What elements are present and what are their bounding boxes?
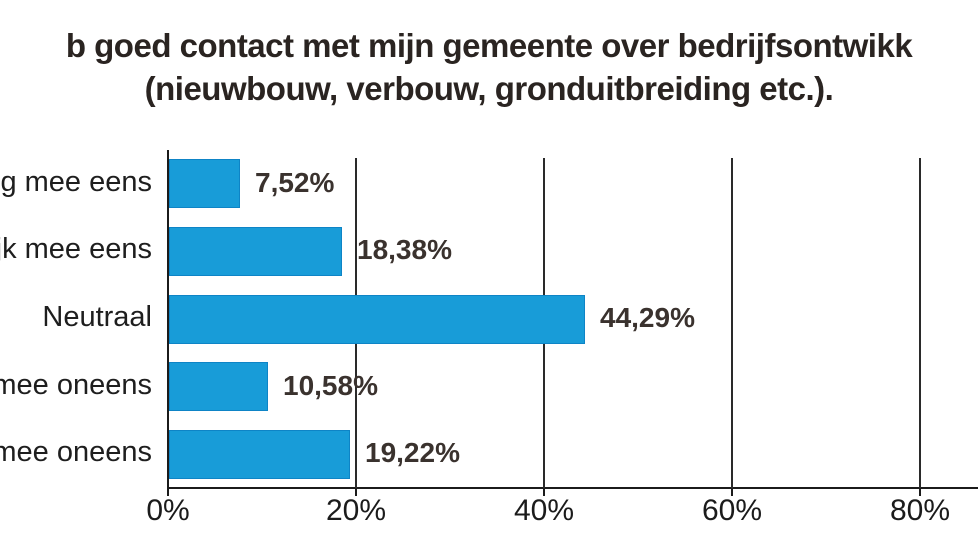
x-tick-label-20%: 20% <box>325 494 387 527</box>
x-axis-line <box>167 487 978 489</box>
value-label-2: 44,29% <box>600 302 695 333</box>
chart-title: b goed contact met mijn gemeente over be… <box>65 27 913 64</box>
x-axis-tick <box>919 488 921 496</box>
value-label-1: 18,38% <box>357 234 452 266</box>
x-tick-label-40%: 40% <box>513 494 575 527</box>
category-label-1: jk mee eens <box>0 233 152 266</box>
category-label-0: ig mee eens <box>0 165 152 198</box>
chart-title-block: b goed contact met mijn gemeente over be… <box>0 24 978 110</box>
category-label-3: mee oneens <box>0 368 152 401</box>
x-axis-tick <box>543 488 545 496</box>
gridline-60% <box>731 158 733 488</box>
x-axis-tick <box>355 488 357 496</box>
bar-row-1 <box>169 226 342 276</box>
category-label-4: mee oneens <box>0 436 152 469</box>
value-label-3: 10,58% <box>283 369 378 401</box>
x-axis-tick <box>731 488 733 496</box>
x-tick-label-60%: 60% <box>701 494 763 527</box>
x-tick-label-80%: 80% <box>889 494 951 527</box>
value-label-0: 7,52% <box>255 166 335 198</box>
x-tick-label-0%: 0% <box>146 494 190 527</box>
category-label-2: Neutraal <box>42 301 152 333</box>
gridline-80% <box>919 158 921 488</box>
value-label-4: 19,22% <box>365 437 460 469</box>
bar-row-3 <box>169 362 268 412</box>
bar-row-2 <box>169 294 585 344</box>
x-axis-tick <box>167 488 169 496</box>
bar-row-4 <box>169 429 350 479</box>
bar-row-0 <box>169 159 240 209</box>
chart-subtitle: (nieuwbouw, verbouw, gronduitbreiding et… <box>144 70 834 107</box>
y-axis-line <box>167 150 169 488</box>
